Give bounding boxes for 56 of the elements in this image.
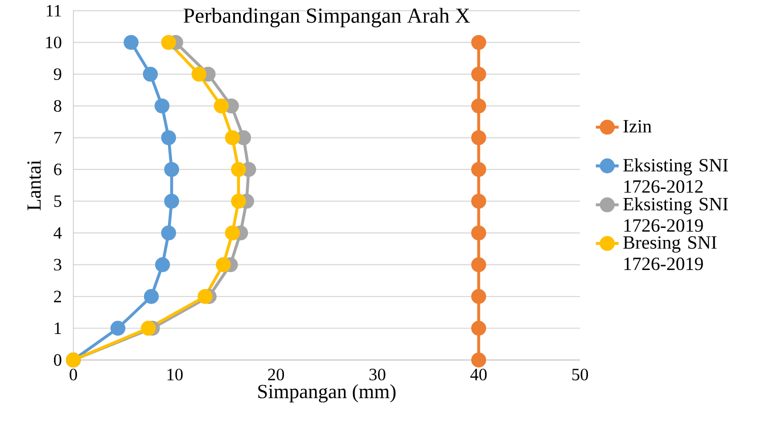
x-tick-label: 30 (370, 368, 386, 381)
x-tick-label: 50 (572, 368, 588, 381)
point (471, 226, 486, 241)
point (471, 289, 486, 304)
point (161, 35, 176, 50)
point (471, 162, 486, 178)
point (471, 98, 486, 114)
point (110, 320, 126, 336)
legend-label: Bresing SNI 1726-2019 (623, 236, 716, 270)
y-tick-label: 1 (54, 322, 61, 334)
legend-label: Izin (623, 120, 652, 133)
x-tick-label: 20 (268, 368, 284, 381)
point (142, 66, 158, 82)
point (224, 226, 240, 241)
point (224, 130, 240, 146)
point (124, 35, 139, 50)
point (471, 35, 486, 50)
point (161, 226, 176, 241)
y-tick-label: 5 (54, 196, 62, 208)
point (155, 257, 170, 272)
point (471, 257, 486, 272)
x-tick-label: 40 (470, 368, 487, 381)
y-tick-label: 0 (54, 354, 62, 366)
y-tick-label: 3 (54, 259, 62, 271)
point (471, 352, 486, 368)
x-tick-label: 10 (168, 368, 183, 381)
y-tick-label: 10 (46, 36, 62, 48)
y-tick-label: 2 (54, 290, 62, 302)
point (164, 194, 180, 209)
y-axis-title: Lantai (27, 160, 41, 210)
point (214, 98, 229, 114)
point (231, 162, 246, 178)
point (161, 130, 176, 146)
point (471, 130, 486, 146)
legend-label: Eksisting SNI 1726-2012 (623, 158, 728, 194)
chart-title: Perbandingan Simpangan Arah X (184, 8, 470, 28)
point (192, 66, 206, 82)
point (144, 289, 159, 304)
y-tick-label: 4 (54, 227, 62, 239)
point (198, 289, 213, 304)
point (231, 194, 246, 209)
x-tick-label: 0 (70, 368, 78, 381)
legend-label: Eksisting SNI 1726-2019 (623, 197, 728, 232)
point (164, 162, 180, 178)
point (471, 194, 486, 209)
point (471, 320, 486, 336)
x-axis-title: Simpangan (mm) (258, 384, 396, 403)
y-tick-label: 8 (54, 100, 62, 112)
y-tick-label: 9 (54, 68, 62, 80)
point (154, 98, 170, 114)
y-tick-label: 11 (46, 5, 61, 17)
point (140, 320, 156, 336)
point (216, 257, 231, 272)
y-tick-label: 7 (54, 132, 62, 144)
point (471, 66, 486, 82)
y-tick-label: 6 (54, 164, 62, 176)
